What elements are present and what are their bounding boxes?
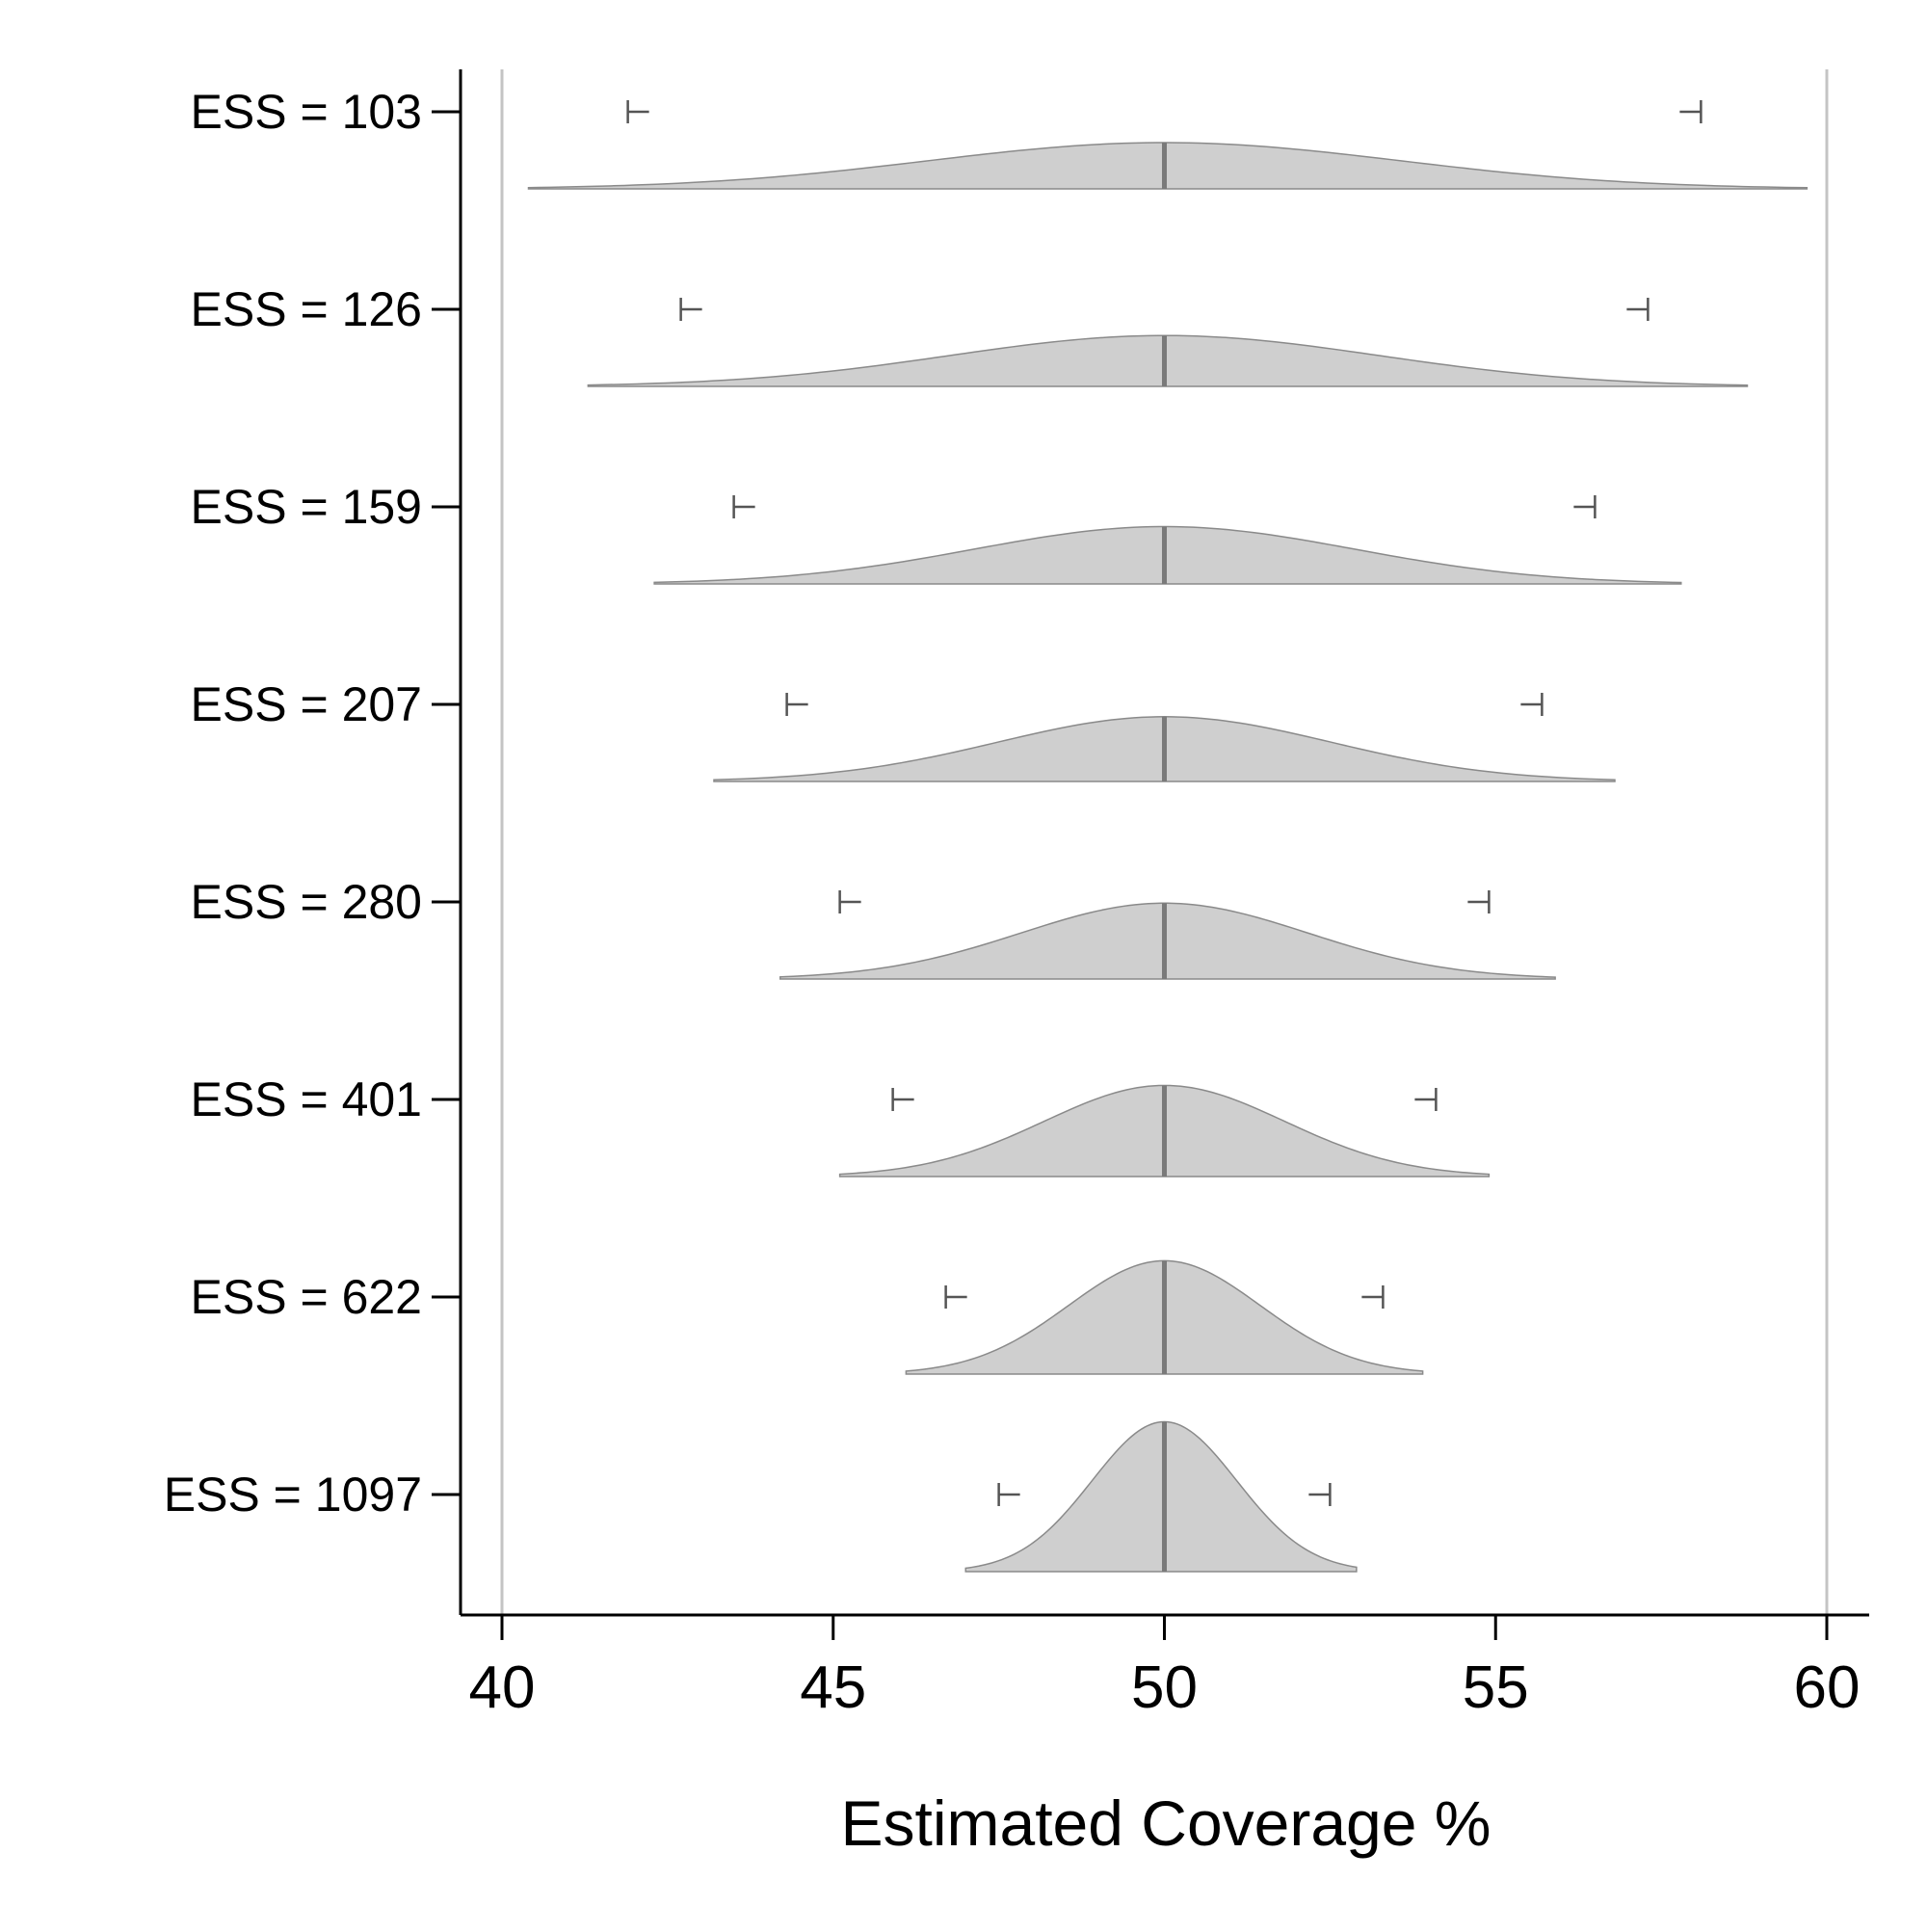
row-label-103: ESS = 103	[191, 85, 422, 139]
x-tick-label-60: 60	[1794, 1654, 1861, 1721]
upper-interval-marker-207	[1520, 693, 1544, 716]
row-label-1097: ESS = 1097	[164, 1468, 422, 1522]
x-tick-label-55: 55	[1463, 1654, 1529, 1721]
density-shape-159	[653, 525, 1682, 585]
lower-interval-marker-159	[732, 495, 755, 518]
row-label-159: ESS = 159	[191, 480, 422, 534]
lower-interval-marker-622	[944, 1285, 967, 1309]
row-label-401: ESS = 401	[191, 1072, 422, 1126]
x-tick-label-45: 45	[800, 1654, 866, 1721]
upper-interval-marker-280	[1467, 890, 1491, 913]
lower-interval-marker-1097	[997, 1483, 1020, 1506]
x-axis-title: Estimated Coverage %	[841, 1787, 1491, 1859]
upper-interval-marker-1097	[1308, 1483, 1332, 1506]
lower-interval-marker-207	[785, 693, 808, 716]
x-tick-labels: 40 45 50 55 60	[469, 1654, 1861, 1721]
x-tick-label-50: 50	[1131, 1654, 1198, 1721]
density-shape-280	[779, 902, 1556, 980]
lower-interval-marker-126	[679, 298, 702, 321]
upper-interval-marker-159	[1573, 495, 1597, 518]
upper-interval-marker-401	[1414, 1088, 1438, 1111]
upper-interval-marker-103	[1679, 100, 1703, 123]
lower-interval-marker-103	[626, 100, 649, 123]
lower-interval-marker-401	[891, 1088, 914, 1111]
upper-interval-marker-126	[1626, 298, 1650, 321]
axes	[432, 69, 1869, 1640]
row-labels: ESS = 103 ESS = 126 ESS = 159 ESS = 207 ESS …	[164, 85, 422, 1522]
x-tick-label-40: 40	[469, 1654, 536, 1721]
row-label-126: ESS = 126	[191, 282, 422, 336]
reference-lines	[500, 69, 1829, 1615]
upper-interval-marker-622	[1361, 1285, 1385, 1309]
lower-interval-marker-280	[838, 890, 861, 913]
density-shapes	[527, 142, 1808, 1573]
density-shape-126	[587, 334, 1749, 387]
density-shape-103	[527, 142, 1808, 190]
row-label-280: ESS = 280	[191, 875, 422, 929]
interval-markers	[626, 100, 1703, 1506]
density-shape-1097	[964, 1420, 1358, 1573]
row-label-622: ESS = 622	[191, 1270, 422, 1324]
row-label-207: ESS = 207	[191, 677, 422, 731]
